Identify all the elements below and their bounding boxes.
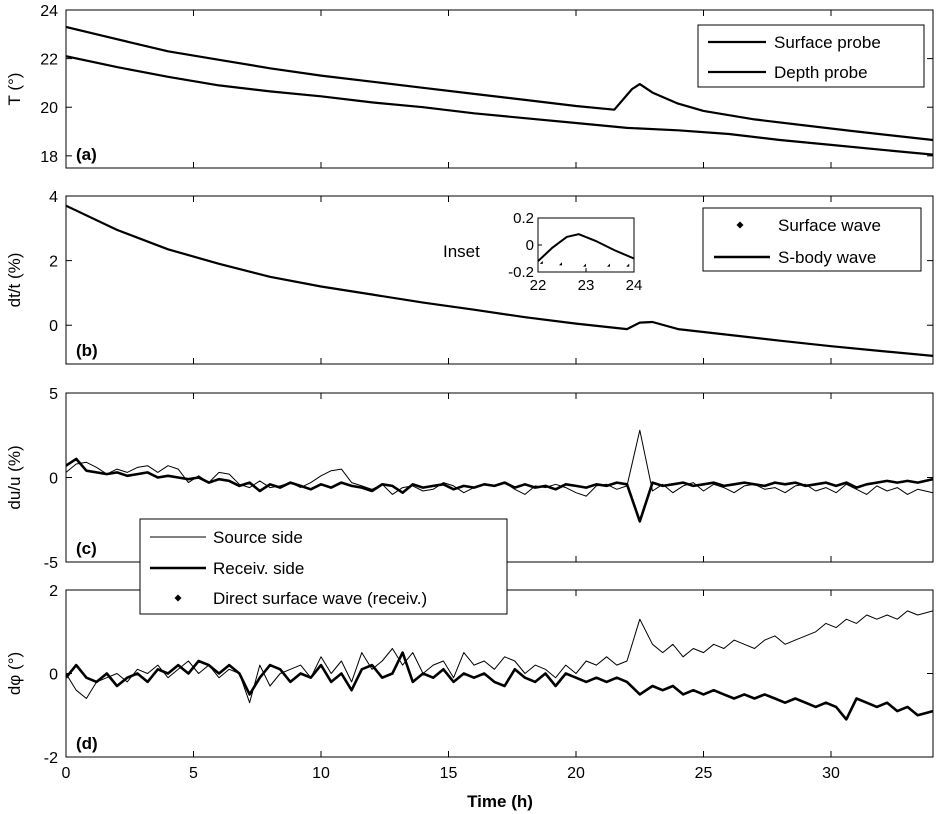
- inset-frame: [537, 217, 635, 273]
- y-tick-label: 20: [40, 100, 58, 117]
- plot-frame: [65, 195, 934, 365]
- y-tick-label: 5: [49, 386, 58, 403]
- series-receiv-side-line: [66, 651, 933, 721]
- inset-y-tick-label: 0: [526, 237, 534, 254]
- y-tick-label: 0: [49, 667, 58, 684]
- y-axis-label: T (°): [5, 73, 24, 106]
- inset: 22 23 24 -0.2 0 0.2 Inset: [443, 210, 642, 294]
- series-source-side-line: [66, 610, 933, 704]
- panel-label: (b): [76, 341, 98, 360]
- inset-data-point: [539, 260, 543, 264]
- y-axis-label: dφ (°): [5, 652, 24, 695]
- y-tick-label: 24: [40, 3, 58, 20]
- panel-label: (c): [76, 539, 97, 558]
- inset-x-tick-label: 22: [530, 277, 547, 294]
- plot-frame: [65, 9, 934, 169]
- x-tick-label: 20: [567, 765, 585, 782]
- y-axis-label: du/u (%): [5, 445, 24, 509]
- legend-label: Source side: [213, 528, 303, 547]
- panel-a: 18 20 22 24 T (°) (a) Surface probe Depth probe: [5, 3, 934, 169]
- series-group: [66, 393, 933, 523]
- legend-label: Surface probe: [774, 33, 881, 52]
- inset-series-surface-wave: [539, 260, 630, 267]
- inset-data-point: [626, 263, 630, 267]
- series-receiv-side-line: [66, 457, 933, 523]
- x-tick-label: 10: [312, 765, 330, 782]
- y-tick-label: -5: [44, 555, 58, 572]
- legend-label: Surface wave: [778, 216, 881, 235]
- legend-label: Depth probe: [774, 63, 868, 82]
- legend: Surface probe Depth probe: [697, 24, 925, 88]
- panel-label: (a): [76, 145, 97, 164]
- y-tick-label: -2: [44, 750, 58, 767]
- panel-label: (d): [76, 734, 98, 753]
- panel-c: -5 0 5 du/u (%) (c): [5, 386, 934, 572]
- series-s-body-wave-line: [66, 204, 933, 357]
- y-tick-label: 0: [49, 318, 58, 335]
- x-tick-label: 30: [822, 765, 840, 782]
- inset-y-tick-label: 0.2: [513, 210, 534, 227]
- inset-data-point: [583, 263, 587, 267]
- x-tick-label: 25: [695, 765, 713, 782]
- x-tick-label: 15: [440, 765, 458, 782]
- inset-y-tick-label: -0.2: [508, 264, 534, 281]
- series-group: [66, 25, 933, 156]
- inset-x-tick-label: 23: [578, 277, 595, 294]
- legend-label: S-body wave: [778, 248, 876, 267]
- y-tick-label: 0: [49, 471, 58, 488]
- inset-label: Inset: [443, 242, 480, 261]
- legend-label: Direct surface wave (receiv.): [213, 589, 427, 608]
- x-tick-label: 5: [189, 765, 198, 782]
- legend-box: [702, 207, 922, 272]
- y-tick-label: 18: [40, 149, 58, 166]
- legend: Surface wave S-body wave: [702, 207, 922, 272]
- series-group: [66, 196, 933, 357]
- y-axis-label: dt/t (%): [5, 253, 24, 308]
- plot-frame: [65, 589, 934, 758]
- series-group: [66, 590, 933, 721]
- inset-x-tick-label: 24: [626, 277, 643, 294]
- y-tick-label: 2: [49, 254, 58, 271]
- inset-data-point: [559, 262, 563, 266]
- series-surface-probe-line: [66, 25, 933, 142]
- y-tick-label: 2: [49, 583, 58, 600]
- inset-series-s-body-wave-line: [537, 233, 635, 262]
- y-tick-label: 22: [40, 52, 58, 69]
- legend-box: [139, 518, 508, 615]
- x-axis-label: Time (h): [467, 792, 533, 811]
- legend: Source side Receiv. side Direct surface wa…: [139, 518, 508, 615]
- legend-box: [697, 24, 925, 88]
- legend-swatch: [736, 221, 744, 229]
- legend-label: Receiv. side: [213, 559, 304, 578]
- series-depth-probe-line: [66, 55, 933, 156]
- y-tick-label: 4: [49, 189, 58, 206]
- x-tick-label: 0: [62, 765, 71, 782]
- legend-swatch: [174, 594, 182, 602]
- inset-data-point: [607, 263, 611, 267]
